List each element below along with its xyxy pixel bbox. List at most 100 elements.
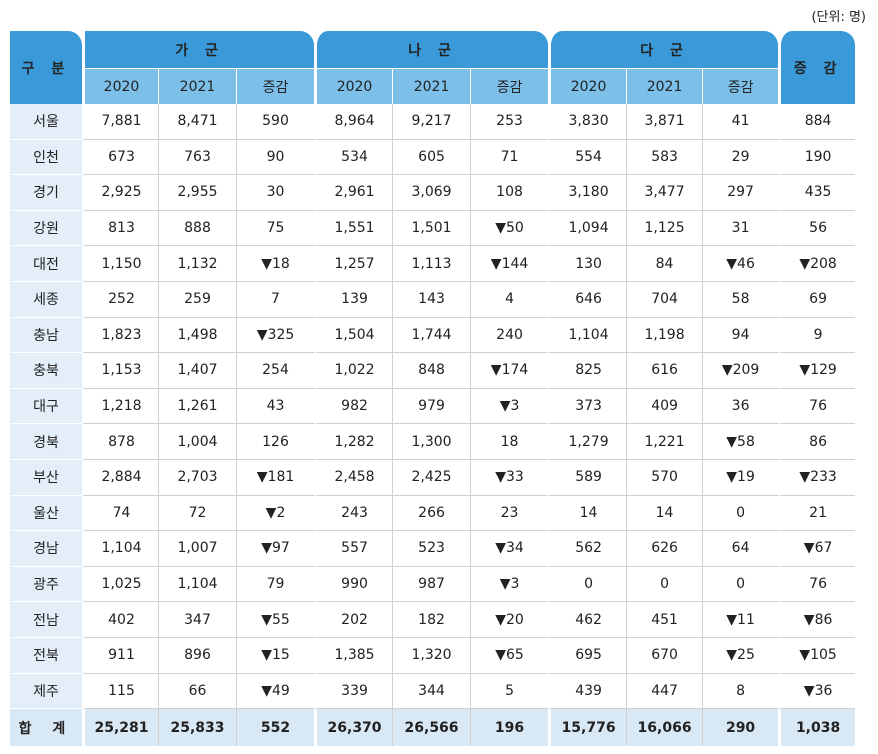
- value-cell: 25,833: [158, 709, 236, 747]
- value-cell: 1,104: [158, 566, 236, 603]
- subheader-2021: 2021: [392, 68, 471, 104]
- value-cell: 589: [548, 459, 627, 496]
- subheader-change: 증감: [702, 68, 779, 104]
- subheader-2020: 2020: [314, 68, 393, 104]
- value-cell: 115: [82, 673, 158, 710]
- value-cell: 26,370: [314, 709, 393, 747]
- value-cell: 848: [392, 353, 471, 389]
- value-cell: 297: [702, 175, 779, 211]
- value-cell: 1,407: [158, 353, 236, 389]
- region-cell: 대구: [10, 388, 82, 425]
- value-cell: 4: [470, 281, 549, 318]
- value-cell: 9: [778, 317, 856, 354]
- value-cell: 253: [470, 104, 549, 140]
- value-cell: ▼20: [470, 602, 549, 638]
- value-cell: 14: [626, 495, 703, 532]
- value-cell: 1,198: [626, 317, 703, 354]
- value-cell: 1,320: [392, 637, 471, 674]
- value-cell: 911: [82, 637, 158, 674]
- header-group-ga: 가 군: [82, 31, 315, 68]
- region-cell: 경북: [10, 424, 82, 460]
- value-cell: 66: [158, 673, 236, 710]
- value-cell: 878: [82, 424, 158, 460]
- value-cell: 72: [158, 495, 236, 532]
- value-cell: 84: [626, 246, 703, 282]
- region-cell: 전북: [10, 637, 82, 674]
- value-cell: 16,066: [626, 709, 703, 747]
- value-cell: 64: [702, 531, 779, 567]
- value-cell: 339: [314, 673, 393, 710]
- table-row: 전남 402 347 ▼55 202 182 ▼20 462 451 ▼11 ▼86: [10, 602, 856, 638]
- value-cell: 182: [392, 602, 471, 638]
- value-cell: ▼11: [702, 602, 779, 638]
- value-cell: 763: [158, 139, 236, 176]
- region-cell: 세종: [10, 281, 82, 318]
- table-row: 세종 252 259 7 139 143 4 646 704 58 69: [10, 281, 856, 318]
- value-cell: 439: [548, 673, 627, 710]
- value-cell: 888: [158, 210, 236, 247]
- value-cell: 1,007: [158, 531, 236, 567]
- header-group-na: 나 군: [314, 31, 549, 68]
- value-cell: ▼25: [702, 637, 779, 674]
- value-cell: ▼144: [470, 246, 549, 282]
- value-cell: ▼3: [470, 566, 549, 603]
- value-cell: 534: [314, 139, 393, 176]
- value-cell: 259: [158, 281, 236, 318]
- value-cell: ▼105: [778, 637, 856, 674]
- subheader-change: 증감: [470, 68, 549, 104]
- value-cell: ▼2: [236, 495, 315, 532]
- region-cell: 합 계: [10, 709, 82, 747]
- region-cell: 강원: [10, 210, 82, 247]
- value-cell: 75: [236, 210, 315, 247]
- value-cell: 252: [82, 281, 158, 318]
- subheader-2020: 2020: [548, 68, 627, 104]
- subheader-2020: 2020: [82, 68, 158, 104]
- total-row: 합 계 25,281 25,833 552 26,370 26,566 196 15,776 1…: [10, 709, 856, 747]
- value-cell: 1,038: [778, 709, 856, 747]
- value-cell: 554: [548, 139, 627, 176]
- value-cell: 74: [82, 495, 158, 532]
- value-cell: 1,153: [82, 353, 158, 389]
- value-cell: 1,551: [314, 210, 393, 247]
- value-cell: 90: [236, 139, 315, 176]
- value-cell: 266: [392, 495, 471, 532]
- value-cell: 36: [702, 388, 779, 425]
- value-cell: ▼208: [778, 246, 856, 282]
- value-cell: 979: [392, 388, 471, 425]
- table-row: 경북 878 1,004 126 1,282 1,300 18 1,279 1,221 ▼58 86: [10, 424, 856, 460]
- value-cell: 1,823: [82, 317, 158, 354]
- value-cell: 15,776: [548, 709, 627, 747]
- value-cell: ▼15: [236, 637, 315, 674]
- region-cell: 서울: [10, 104, 82, 140]
- table-row: 대전 1,150 1,132 ▼18 1,257 1,113 ▼144 130 84 ▼46 ▼20…: [10, 246, 856, 282]
- value-cell: 704: [626, 281, 703, 318]
- value-cell: 29: [702, 139, 779, 176]
- value-cell: 76: [778, 566, 856, 603]
- value-cell: 3,830: [548, 104, 627, 140]
- value-cell: 2,425: [392, 459, 471, 496]
- value-cell: 1,150: [82, 246, 158, 282]
- value-cell: 884: [778, 104, 856, 140]
- value-cell: 557: [314, 531, 393, 567]
- value-cell: ▼33: [470, 459, 549, 496]
- value-cell: 2,884: [82, 459, 158, 496]
- value-cell: 8,964: [314, 104, 393, 140]
- region-cell: 경남: [10, 531, 82, 567]
- value-cell: 9,217: [392, 104, 471, 140]
- value-cell: 143: [392, 281, 471, 318]
- value-cell: 646: [548, 281, 627, 318]
- value-cell: ▼34: [470, 531, 549, 567]
- value-cell: 5: [470, 673, 549, 710]
- value-cell: 56: [778, 210, 856, 247]
- value-cell: ▼18: [236, 246, 315, 282]
- value-cell: ▼97: [236, 531, 315, 567]
- value-cell: 1,498: [158, 317, 236, 354]
- value-cell: 982: [314, 388, 393, 425]
- value-cell: ▼19: [702, 459, 779, 496]
- value-cell: 1,504: [314, 317, 393, 354]
- value-cell: ▼55: [236, 602, 315, 638]
- value-cell: 1,385: [314, 637, 393, 674]
- table-row: 울산 74 72 ▼2 243 266 23 14 14 0 21: [10, 495, 856, 532]
- value-cell: 1,004: [158, 424, 236, 460]
- value-cell: 71: [470, 139, 549, 176]
